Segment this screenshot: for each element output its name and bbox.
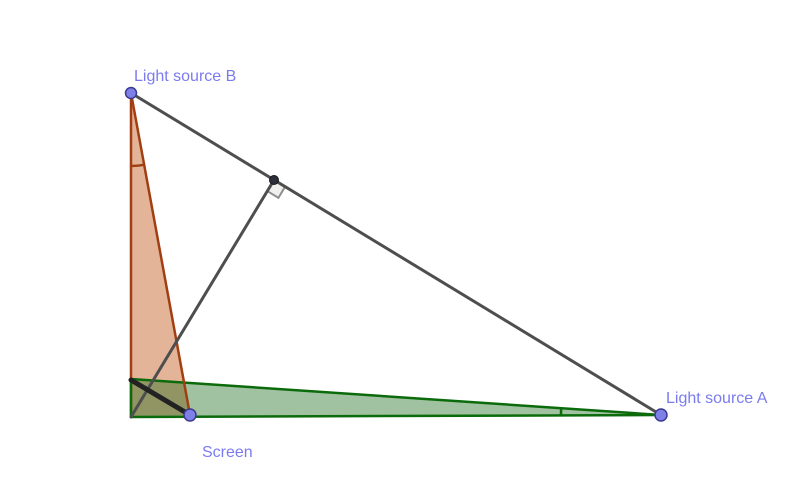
point-screen[interactable] bbox=[183, 408, 197, 422]
red-triangle-right-edge[interactable] bbox=[129, 91, 192, 417]
point-perpendicular-foot[interactable] bbox=[269, 175, 279, 185]
segment-foot-to-corner[interactable] bbox=[129, 178, 276, 419]
green-triangle-bottom-edge[interactable] bbox=[129, 413, 663, 419]
point-light-source-b[interactable] bbox=[124, 86, 138, 100]
label-light-source-a[interactable]: Light source A bbox=[666, 390, 768, 407]
angle-arc-at-b bbox=[129, 163, 146, 168]
label-light-source-b[interactable]: Light source B bbox=[134, 68, 237, 85]
screen-segment-thick[interactable] bbox=[128, 377, 193, 418]
label-screen[interactable]: Screen bbox=[202, 444, 253, 461]
segment-source-b-to-source-a[interactable] bbox=[129, 91, 663, 417]
green-triangle-top-edge[interactable] bbox=[129, 377, 663, 417]
point-light-source-a[interactable] bbox=[654, 408, 668, 422]
